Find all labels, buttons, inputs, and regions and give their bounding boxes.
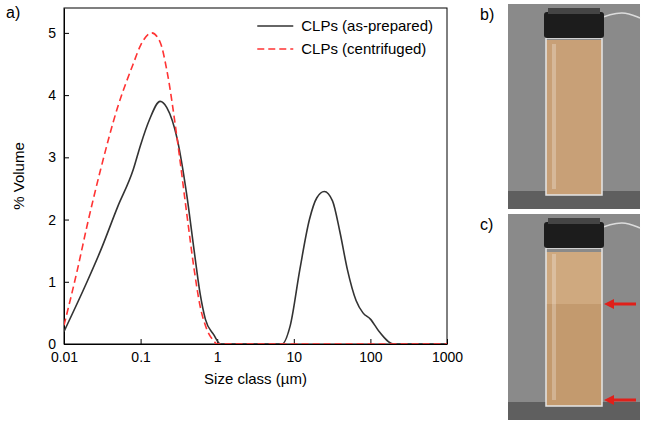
vial-highlight (552, 254, 556, 400)
vial-cap (544, 222, 604, 248)
legend-swatch (257, 25, 293, 27)
x-axis: 0.010.11101001000 (51, 339, 463, 365)
y-tick-label: 3 (48, 149, 56, 165)
vial-cap-top (548, 8, 600, 14)
y-tick: 4 (48, 87, 69, 103)
y-tick-mark (64, 33, 69, 34)
marker-arrow-head (604, 395, 614, 405)
legend-label: CLPs (centrifuged) (301, 40, 426, 57)
panel-label: a) (6, 4, 20, 21)
x-tick: 10 (287, 339, 303, 365)
y-tick-mark (64, 95, 69, 96)
y-axis: 0 1 2 3 4 5 (48, 9, 69, 352)
y-tick-label: 0 (48, 336, 56, 352)
x-tick-label: 1000 (432, 349, 463, 365)
y-tick-mark (64, 344, 69, 345)
plot-area (64, 33, 447, 344)
vial-liquid (546, 252, 602, 406)
x-tick-label: 0.1 (131, 349, 151, 365)
x-tick-label: 100 (359, 349, 383, 365)
legend-item: CLPs (centrifuged) (257, 40, 426, 57)
vial-glass (546, 38, 602, 195)
photo-panel (508, 4, 640, 209)
photo-background (508, 214, 640, 420)
legend: CLPs (as-prepared) CLPs (centrifuged) (257, 17, 433, 57)
y-tick: 5 (48, 25, 69, 41)
x-tick-mark (141, 339, 142, 344)
x-tick-label: 10 (287, 349, 303, 365)
legend-label: CLPs (as-prepared) (301, 17, 433, 34)
x-tick-mark (447, 339, 448, 344)
figure: 0.010.11101001000012345Size class (µm)% … (0, 0, 649, 425)
y-tick-mark (64, 220, 69, 221)
legend-swatch (257, 48, 293, 50)
y-tick: 0 (48, 336, 69, 352)
y-tick-label: 4 (48, 87, 56, 103)
x-tick: 0.1 (131, 339, 151, 365)
vial-glass (546, 248, 602, 406)
photo-panel (508, 214, 640, 420)
y-tick-mark (64, 282, 69, 283)
photo-background (508, 4, 640, 209)
y-tick: 3 (48, 149, 69, 165)
x-axis-line (65, 344, 448, 345)
vial-liquid (546, 40, 602, 195)
y-tick: 2 (48, 212, 69, 228)
x-tick: 1000 (432, 339, 463, 365)
x-axis-title: Size class (µm) (204, 370, 307, 387)
series-line (64, 33, 447, 344)
y-tick-label: 5 (48, 25, 56, 41)
y-axis-line (64, 9, 65, 345)
series-line (64, 101, 447, 344)
y-tick-mark (64, 157, 69, 158)
marker-arrow-head (604, 299, 614, 309)
legend-item: CLPs (as-prepared) (257, 17, 433, 34)
vial-cap-top (548, 218, 600, 224)
y-axis-title: % Volume (10, 142, 27, 210)
vial-cap (544, 12, 604, 38)
panel-label: b) (480, 6, 494, 23)
x-tick-label: 1 (214, 349, 222, 365)
y-tick-label: 1 (48, 274, 56, 290)
plot-frame (64, 8, 447, 344)
panel-label: c) (480, 216, 493, 233)
y-tick-label: 2 (48, 212, 56, 228)
y-tick: 1 (48, 274, 69, 290)
vial-highlight (552, 44, 556, 189)
x-tick: 100 (359, 339, 383, 365)
